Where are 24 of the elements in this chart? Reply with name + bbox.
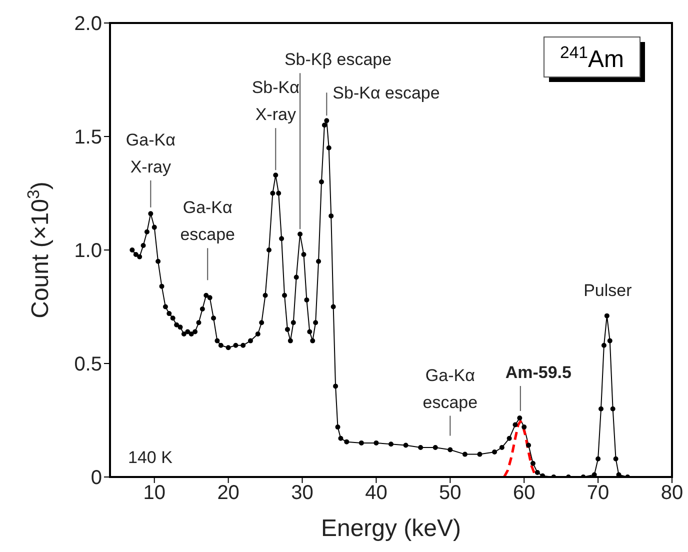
annotation: 140 K: [128, 448, 174, 467]
annotation: Sb-Kα X-ray: [252, 78, 300, 124]
x-tick-label: 30: [291, 482, 314, 504]
x-tick-label: 70: [586, 482, 610, 504]
annotation: Sb-Kβ escape: [284, 50, 392, 70]
annotation: Sb-Kα escape: [332, 84, 440, 103]
annotation: $^{241}$Am: [560, 42, 624, 73]
annotation: Ga-Kα escape: [422, 366, 478, 412]
y-tick-label: 1.0: [74, 240, 102, 262]
y-tick-label: 2.0: [74, 13, 102, 36]
y-tick-label: 0.5: [74, 354, 102, 376]
x-tick-label: 10: [143, 482, 166, 504]
x-tick-label: 60: [512, 482, 536, 504]
x-tick-label: 80: [660, 482, 684, 504]
y-tick-label: 1.5: [74, 126, 102, 149]
annotation: Pulser: [584, 280, 632, 300]
x-axis-title: Energy (keV): [320, 515, 462, 542]
x-tick-label: 50: [439, 482, 462, 504]
x-tick-label: 20: [217, 482, 240, 504]
annotation: Ga-Kα escape: [180, 198, 236, 244]
y-tick-label: 0: [90, 467, 102, 490]
annotation: Ga-Kα X-ray: [126, 130, 176, 176]
annotation: Am-59.5: [505, 362, 572, 382]
x-tick-label: 40: [365, 482, 388, 504]
